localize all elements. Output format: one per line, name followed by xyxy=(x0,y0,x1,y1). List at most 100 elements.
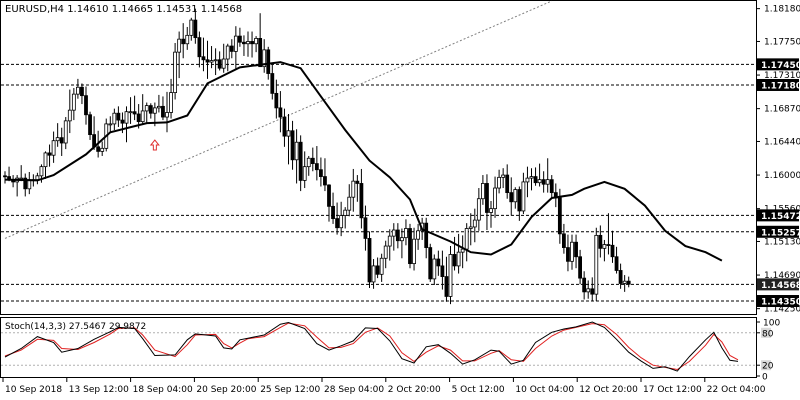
candle-body xyxy=(468,226,473,229)
candle-body xyxy=(517,189,522,212)
time-tick-label: 5 Oct 12:00 xyxy=(452,385,505,395)
candle xyxy=(448,246,453,305)
candle xyxy=(513,187,518,209)
candle-body xyxy=(3,175,7,178)
candle xyxy=(375,257,380,279)
candle xyxy=(290,120,295,170)
candle-body xyxy=(116,112,121,121)
candle-body xyxy=(570,241,574,262)
candle xyxy=(399,228,404,259)
candle-body xyxy=(541,179,546,185)
moving-average-layer xyxy=(4,61,723,262)
candle xyxy=(181,23,186,59)
candle xyxy=(156,94,161,113)
candle xyxy=(432,254,437,285)
candle-body xyxy=(161,105,165,118)
candle-body xyxy=(209,60,214,63)
candle xyxy=(128,97,133,124)
candle xyxy=(278,91,283,133)
candle xyxy=(282,108,287,147)
time-tick-label: 12 Oct 20:00 xyxy=(579,385,638,395)
candle xyxy=(270,62,275,100)
level-label-box xyxy=(757,78,799,91)
candle-body xyxy=(136,113,141,123)
candle xyxy=(594,227,599,302)
candle-body xyxy=(452,254,457,267)
candle xyxy=(294,129,299,184)
candle-body xyxy=(112,112,117,125)
horizontal-levels xyxy=(1,63,756,302)
time-tick-label: 18 Sep 04:00 xyxy=(133,385,193,395)
candle xyxy=(323,158,327,192)
candle xyxy=(472,208,477,243)
candle-body xyxy=(229,45,234,52)
candle xyxy=(602,239,607,262)
candle xyxy=(43,151,48,179)
candle-body xyxy=(306,157,311,168)
candle xyxy=(460,235,465,269)
candle-body xyxy=(428,247,433,280)
candle-body xyxy=(367,238,372,283)
candle-body xyxy=(221,58,226,69)
level-label: 1.17180 xyxy=(761,81,800,91)
candle xyxy=(371,259,376,289)
candle-body xyxy=(39,166,44,177)
candle-body xyxy=(444,276,449,297)
candle-body xyxy=(23,177,28,190)
candle xyxy=(185,26,190,50)
candle-body xyxy=(395,229,400,242)
price-tick-label: 1.14250 xyxy=(764,305,800,315)
candle xyxy=(173,42,178,100)
candle xyxy=(197,31,202,68)
candle xyxy=(416,223,421,250)
candle-body xyxy=(246,41,250,45)
candle xyxy=(440,250,445,290)
candle-body xyxy=(55,137,60,142)
candle xyxy=(209,46,214,69)
candle-body xyxy=(237,35,242,43)
candle xyxy=(480,175,485,205)
candle xyxy=(501,168,506,189)
candle-body xyxy=(59,137,64,144)
candle-body xyxy=(128,111,133,114)
candle xyxy=(355,175,360,202)
price-tick-label: 1.16440 xyxy=(764,137,800,147)
candle xyxy=(169,78,173,119)
candle xyxy=(88,111,92,140)
candle xyxy=(412,227,416,271)
candle-body xyxy=(71,93,76,111)
stoch-tick-label: 100 xyxy=(763,319,780,329)
candle xyxy=(562,223,566,254)
candle-body xyxy=(47,152,52,156)
candle-body xyxy=(614,256,619,271)
level-label-box xyxy=(757,278,799,291)
candle-body xyxy=(242,41,246,45)
candle xyxy=(525,166,530,198)
candle-body xyxy=(201,56,206,61)
candle xyxy=(67,89,72,134)
candle-body xyxy=(404,228,408,239)
candle-body xyxy=(440,265,445,277)
candle xyxy=(258,13,263,68)
level-label: 1.14350 xyxy=(761,298,800,308)
candle-body xyxy=(375,265,380,275)
candle xyxy=(590,277,595,302)
up-arrow-icon xyxy=(149,139,160,151)
candle xyxy=(521,172,526,214)
candle xyxy=(189,17,194,41)
candle xyxy=(545,158,550,193)
candle xyxy=(618,263,623,289)
stoch-tick-label-box xyxy=(761,360,771,371)
time-tick-label: 2 Oct 20:00 xyxy=(388,385,441,395)
stoch-signal-line xyxy=(4,322,739,371)
candle xyxy=(586,280,591,299)
candle xyxy=(193,8,198,44)
candle-body xyxy=(181,38,186,45)
candle-body xyxy=(193,19,198,39)
candle-body xyxy=(351,180,356,198)
candle-body xyxy=(156,105,161,109)
candle-body xyxy=(270,73,275,94)
candle xyxy=(367,231,372,289)
candle xyxy=(221,43,226,73)
candle-body xyxy=(618,270,623,284)
